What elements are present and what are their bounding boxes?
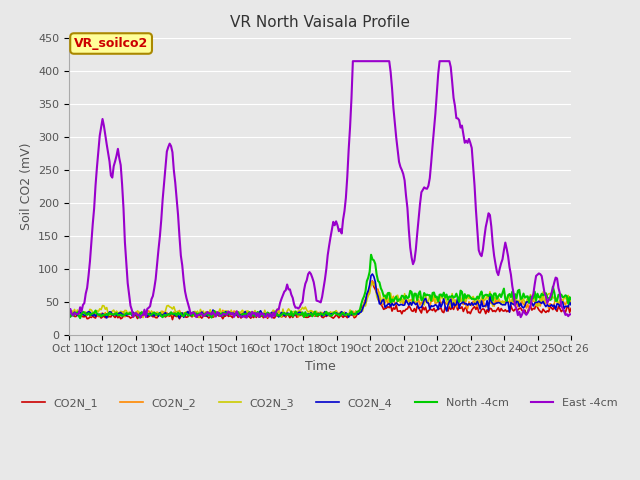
North -4cm [542, 290, 550, 296]
CO2N_1 [542, 310, 550, 315]
Line: North -4cm: North -4cm [69, 255, 571, 318]
CO2N_2 [232, 309, 239, 314]
CO2N_3 [195, 315, 203, 321]
CO2N_1 [369, 278, 376, 284]
CO2N_3 [127, 309, 134, 315]
North -4cm [241, 311, 249, 317]
CO2N_4 [286, 312, 294, 317]
North -4cm [233, 311, 241, 317]
Text: VR_soilco2: VR_soilco2 [74, 37, 148, 50]
CO2N_4 [127, 310, 134, 316]
CO2N_3 [367, 279, 375, 285]
CO2N_2 [542, 300, 550, 306]
East -4cm [241, 312, 249, 318]
East -4cm [216, 313, 224, 319]
CO2N_2 [240, 309, 248, 315]
East -4cm [127, 303, 134, 309]
CO2N_1 [567, 306, 575, 312]
North -4cm [65, 312, 73, 317]
North -4cm [76, 315, 84, 321]
CO2N_2 [264, 314, 271, 320]
CO2N_3 [542, 297, 550, 302]
CO2N_3 [65, 308, 73, 314]
North -4cm [367, 252, 375, 258]
Legend: CO2N_1, CO2N_2, CO2N_3, CO2N_4, North -4cm, East -4cm: CO2N_1, CO2N_2, CO2N_3, CO2N_4, North -4… [18, 394, 622, 413]
CO2N_1 [216, 313, 224, 319]
CO2N_4 [233, 312, 241, 318]
CO2N_3 [233, 310, 241, 316]
CO2N_4 [542, 304, 550, 310]
North -4cm [286, 312, 294, 318]
X-axis label: Time: Time [305, 360, 335, 373]
Line: CO2N_1: CO2N_1 [69, 281, 571, 320]
East -4cm [136, 315, 144, 321]
East -4cm [349, 58, 356, 64]
CO2N_1 [127, 315, 134, 321]
CO2N_2 [367, 279, 375, 285]
Line: CO2N_4: CO2N_4 [69, 274, 571, 318]
North -4cm [128, 312, 136, 317]
Line: CO2N_2: CO2N_2 [69, 282, 571, 317]
East -4cm [542, 294, 550, 300]
CO2N_3 [241, 311, 249, 316]
East -4cm [233, 308, 241, 314]
CO2N_4 [567, 302, 575, 308]
North -4cm [216, 311, 224, 317]
Y-axis label: Soil CO2 (mV): Soil CO2 (mV) [20, 143, 33, 230]
CO2N_2 [567, 299, 575, 304]
CO2N_4 [65, 312, 73, 318]
CO2N_2 [215, 311, 223, 316]
CO2N_4 [175, 315, 183, 321]
CO2N_2 [65, 312, 73, 317]
Line: CO2N_3: CO2N_3 [69, 282, 571, 318]
Line: East -4cm: East -4cm [69, 61, 571, 318]
CO2N_1 [168, 317, 176, 323]
CO2N_2 [127, 310, 134, 316]
North -4cm [567, 296, 575, 302]
East -4cm [567, 312, 575, 317]
CO2N_3 [216, 306, 224, 312]
Title: VR North Vaisala Profile: VR North Vaisala Profile [230, 15, 410, 30]
CO2N_4 [216, 311, 224, 317]
CO2N_2 [286, 311, 294, 316]
CO2N_1 [286, 315, 294, 321]
East -4cm [286, 287, 294, 292]
East -4cm [65, 312, 73, 317]
CO2N_1 [65, 312, 73, 318]
CO2N_3 [286, 308, 294, 313]
CO2N_3 [567, 298, 575, 304]
CO2N_1 [241, 314, 249, 320]
CO2N_1 [233, 312, 241, 318]
CO2N_4 [241, 309, 249, 314]
CO2N_4 [369, 271, 376, 277]
